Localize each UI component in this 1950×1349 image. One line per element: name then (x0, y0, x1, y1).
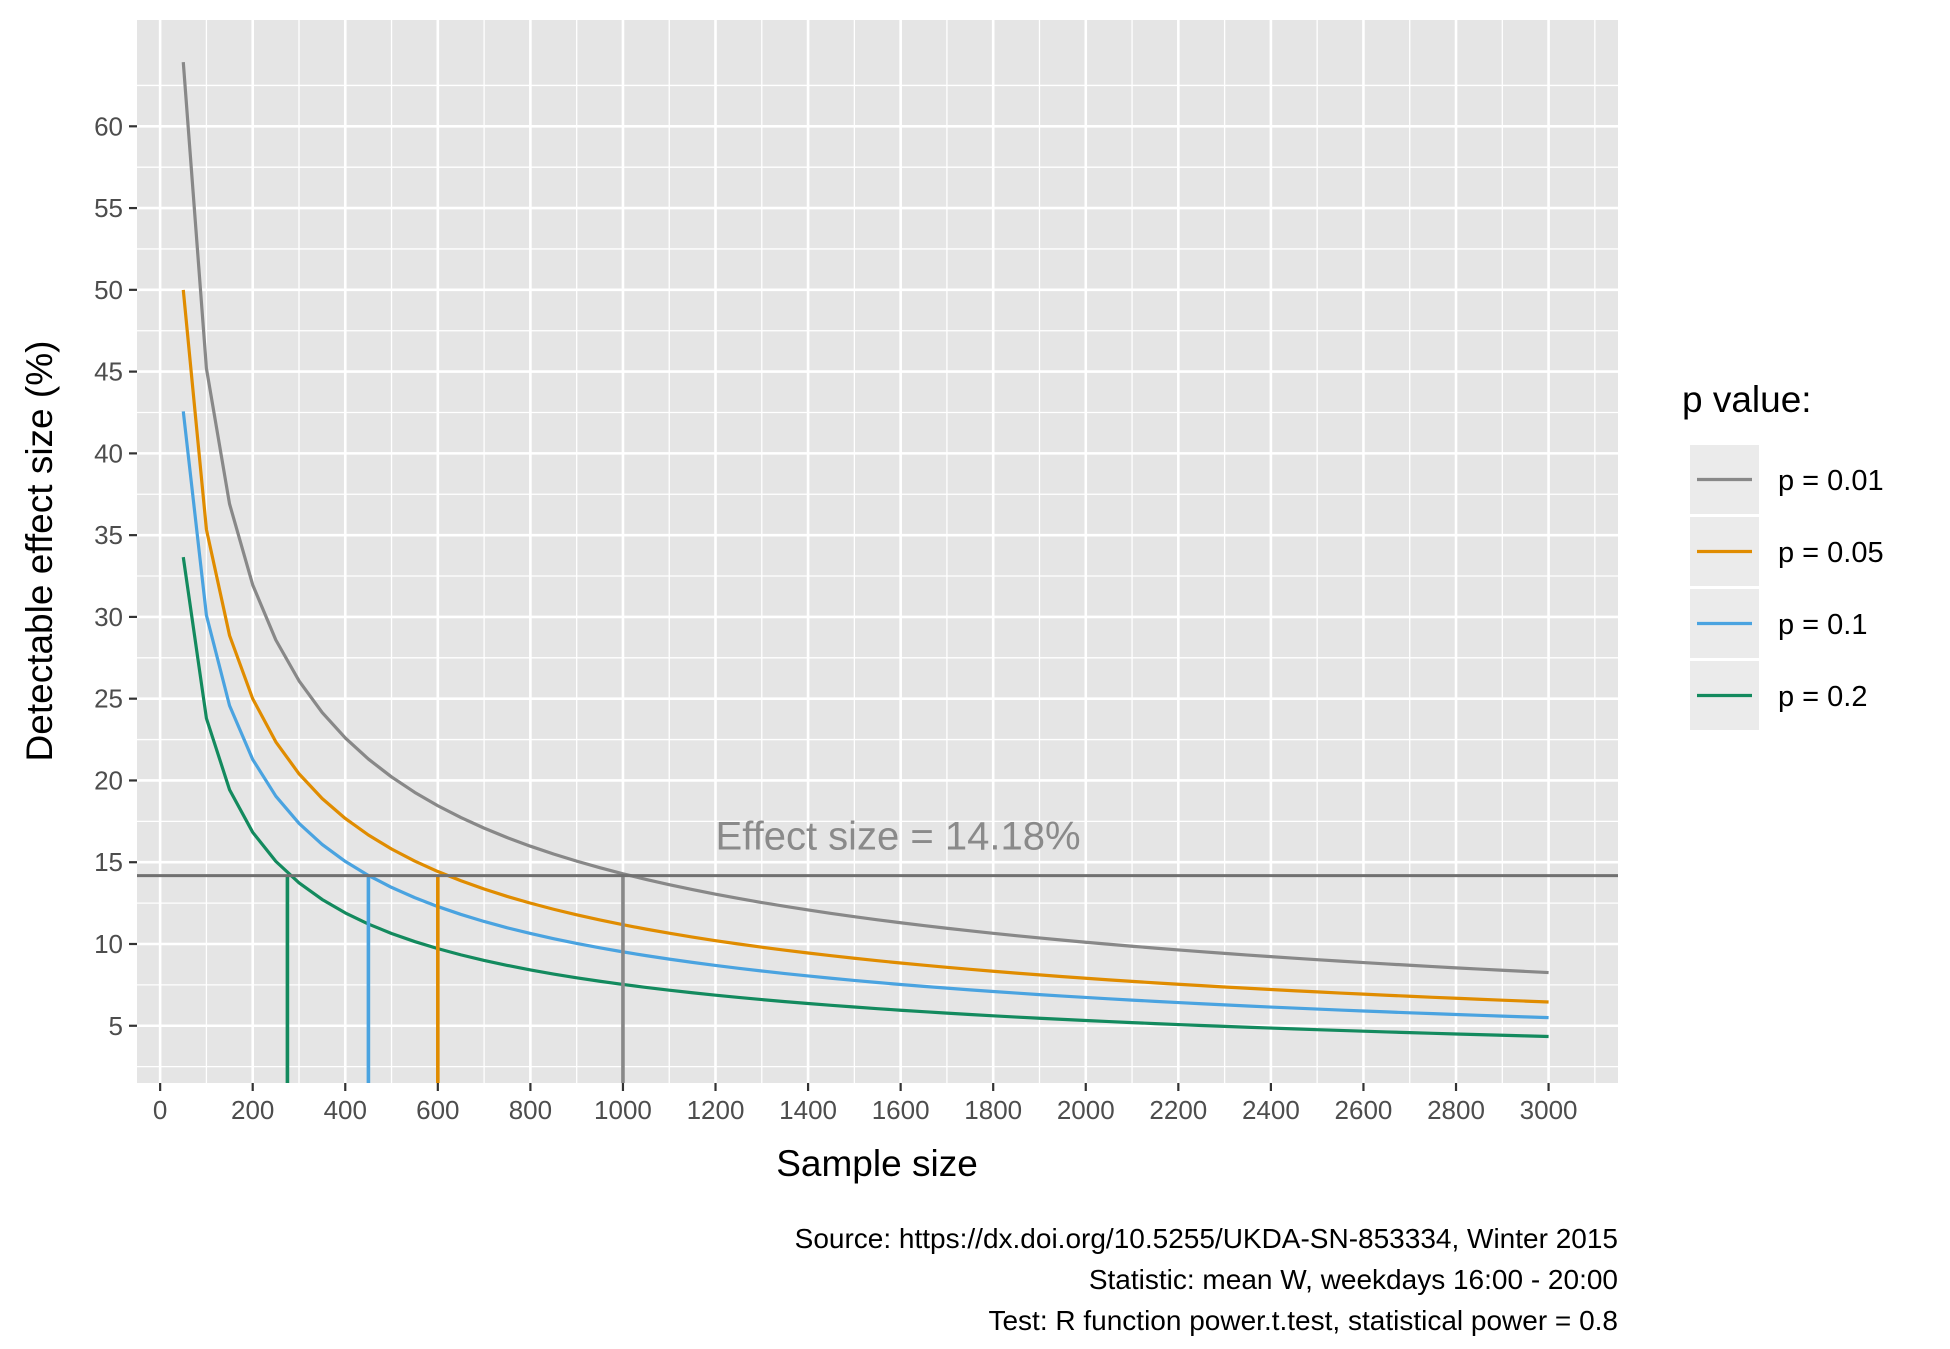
threshold-group: Effect size = 14.18% (137, 815, 1618, 878)
legend-label: p = 0.05 (1778, 537, 1884, 569)
x-tick-label: 1400 (779, 1095, 837, 1125)
y-tick-label: 55 (94, 193, 123, 223)
x-tick-label: 2800 (1427, 1095, 1485, 1125)
x-tick-label: 2000 (1057, 1095, 1115, 1125)
minor-gridlines (137, 20, 1618, 1083)
caption-test: Test: R function power.t.test, statistic… (988, 1305, 1618, 1336)
major-gridlines (137, 20, 1618, 1083)
x-tick-label: 2400 (1242, 1095, 1300, 1125)
x-tick-label: 1800 (964, 1095, 1022, 1125)
x-tick-label: 3000 (1520, 1095, 1578, 1125)
y-tick-label: 20 (94, 765, 123, 795)
legend: p value: p = 0.01 p = 0.05 p = 0.1 p = 0.2 (1682, 379, 1884, 730)
caption: Source: https://dx.doi.org/10.5255/UKDA-… (795, 1223, 1618, 1336)
y-tick-label: 60 (94, 111, 123, 141)
y-tick-label: 40 (94, 438, 123, 468)
x-tick-label: 1000 (594, 1095, 652, 1125)
y-tick-label: 50 (94, 275, 123, 305)
vertical-markers (285, 875, 625, 1083)
series-line-p-0-2 (181, 556, 1549, 1039)
series-lines (181, 62, 1549, 1039)
y-tick-label: 45 (94, 357, 123, 387)
series-line-p-0-1 (181, 411, 1549, 1020)
legend-label: p = 0.2 (1778, 681, 1868, 713)
x-tick-label: 800 (509, 1095, 552, 1125)
y-tick-label: 15 (94, 847, 123, 877)
x-axis: 0 200 400 600 800 1000 1200 1400 1600 1800 2000 220… (153, 1083, 1578, 1125)
y-tick-label: 10 (94, 929, 123, 959)
x-tick-label: 200 (231, 1095, 274, 1125)
y-tick-label: 35 (94, 520, 123, 550)
y-axis: 5 10 15 20 25 30 35 40 45 50 55 60 (94, 111, 137, 1041)
legend-label: p = 0.01 (1778, 465, 1884, 497)
x-tick-label: 400 (324, 1095, 367, 1125)
y-tick-label: 30 (94, 602, 123, 632)
threshold-label: Effect size = 14.18% (716, 815, 1081, 859)
x-tick-label: 600 (416, 1095, 459, 1125)
plot-panel (137, 20, 1618, 1083)
caption-statistic: Statistic: mean W, weekdays 16:00 - 20:0… (1089, 1264, 1618, 1295)
x-tick-label: 2600 (1335, 1095, 1393, 1125)
y-tick-label: 25 (94, 684, 123, 714)
y-tick-label: 5 (109, 1011, 123, 1041)
y-axis-title: Detectable effect size (%) (19, 341, 60, 762)
x-axis-title: Sample size (776, 1143, 978, 1184)
series-line-p-0-05 (181, 289, 1549, 1004)
series-line-p-0-01 (181, 62, 1549, 975)
caption-source: Source: https://dx.doi.org/10.5255/UKDA-… (795, 1223, 1618, 1254)
x-tick-label: 1200 (687, 1095, 745, 1125)
x-tick-label: 0 (153, 1095, 167, 1125)
x-tick-label: 1600 (872, 1095, 930, 1125)
legend-title: p value: (1682, 379, 1812, 420)
legend-items: p = 0.01 p = 0.05 p = 0.1 p = 0.2 (1690, 445, 1884, 730)
x-tick-label: 2200 (1149, 1095, 1207, 1125)
legend-label: p = 0.1 (1778, 609, 1868, 641)
